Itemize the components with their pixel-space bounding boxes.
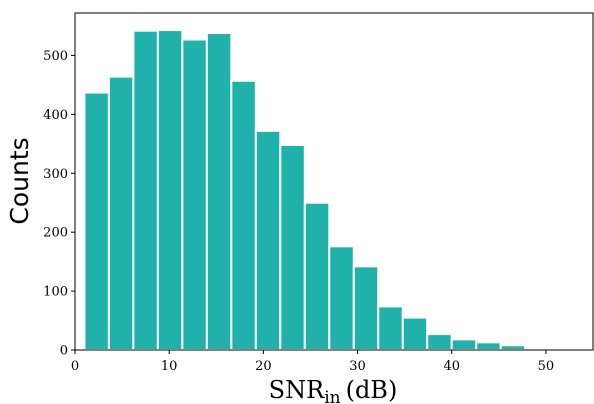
x-tick-label: 10 <box>161 359 178 374</box>
y-tick-label: 200 <box>43 226 68 241</box>
x-tick-label: 20 <box>255 359 272 374</box>
x-tick-label: 0 <box>71 359 79 374</box>
histogram-bar <box>132 29 159 351</box>
histogram-bar <box>83 91 110 351</box>
histogram-bar <box>475 341 502 352</box>
y-axis-title: Counts <box>5 137 34 224</box>
histogram-bar <box>279 143 306 351</box>
histogram-bar <box>181 38 208 351</box>
y-tick-label: 500 <box>43 49 68 64</box>
x-tick-label: 40 <box>443 359 460 374</box>
x-axis-title: SNRin (dB) <box>269 376 398 404</box>
y-tick-label: 100 <box>43 285 68 300</box>
histogram-bar <box>107 75 135 352</box>
histogram-bar <box>377 305 404 351</box>
histogram-bar <box>352 265 380 352</box>
x-axis-ticks: 0 10 20 30 40 50 <box>71 350 554 374</box>
y-tick-label: 300 <box>43 167 68 182</box>
y-tick-label: 400 <box>43 108 68 123</box>
histogram-bar <box>328 245 355 351</box>
histogram-bar <box>156 29 184 352</box>
y-tick-label: 0 <box>60 344 68 359</box>
histogram-bar <box>499 344 527 351</box>
plot-frame <box>74 12 594 351</box>
histogram-bar <box>401 316 429 352</box>
histogram-bar <box>254 129 282 351</box>
x-tick-label: 30 <box>349 359 366 374</box>
histogram-bar <box>303 201 331 351</box>
bars-group <box>83 29 576 352</box>
histogram-bar <box>230 79 257 351</box>
x-tick-label: 50 <box>538 359 555 374</box>
histogram-bar <box>426 333 453 351</box>
y-axis-ticks: 0 100 200 300 400 500 <box>43 49 75 359</box>
histogram-bar <box>450 338 478 352</box>
histogram-bar <box>205 32 233 352</box>
